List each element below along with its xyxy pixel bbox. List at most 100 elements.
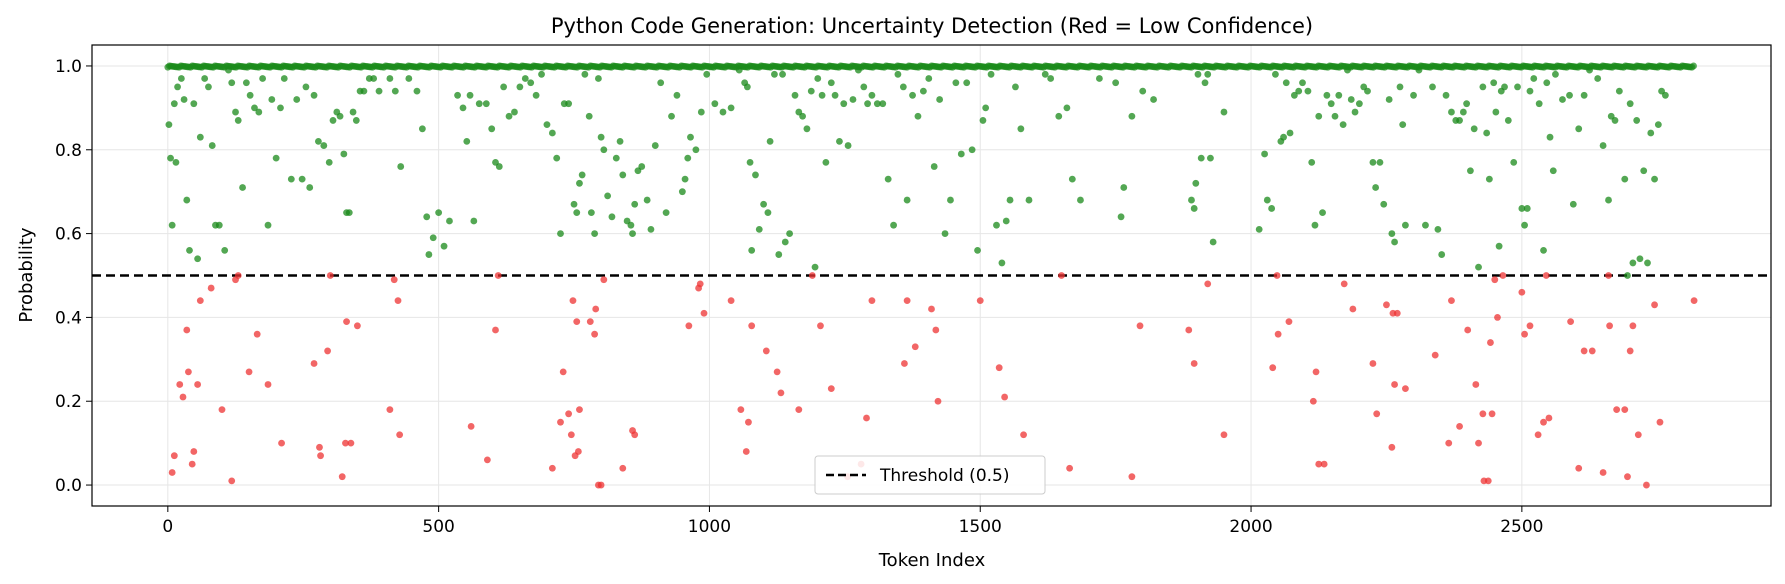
high-confidence-point [1402,221,1409,229]
high-confidence-point [684,154,692,162]
low-confidence-point [1494,314,1501,321]
low-confidence-point [586,318,594,325]
high-confidence-point [1335,91,1343,99]
low-confidence-point [1388,443,1396,451]
high-confidence-point [1351,108,1359,116]
low-confidence-point [742,448,750,455]
low-confidence-point [170,452,178,460]
high-confidence-point [1315,112,1323,120]
high-confidence-point [1504,117,1512,124]
high-confidence-point [814,75,822,82]
high-confidence-point [1068,175,1076,183]
high-confidence-point [1268,205,1276,212]
low-confidence-point [1606,322,1613,330]
high-confidence-point [822,158,830,166]
high-confidence-point [719,108,727,116]
high-confidence-point [298,175,306,183]
high-confidence-point [1012,83,1019,91]
high-confidence-point [268,96,276,103]
high-confidence-point [180,96,188,103]
low-confidence-point [278,439,285,447]
low-confidence-point [1690,297,1698,305]
low-confidence-point [1312,368,1320,376]
high-confidence-point [1380,200,1388,208]
high-confidence-point [264,221,272,229]
high-confidence-point [320,142,328,149]
low-confidence-point [316,443,323,451]
high-confidence-point [1376,158,1384,166]
high-confidence-point [1261,150,1268,158]
high-confidence-point [1514,83,1521,91]
legend: Threshold (0.5) [814,455,1046,495]
y-tick-label: 0.2 [55,392,82,412]
high-confidence-point [310,91,318,99]
low-confidence-point [827,385,835,393]
high-confidence-point [894,70,902,78]
high-confidence-point [232,108,239,116]
high-confidence-point [1629,259,1637,267]
high-confidence-point [1295,87,1303,95]
high-confidence-point [1209,238,1217,246]
high-confidence-point [1117,213,1125,221]
low-confidence-point [467,422,475,430]
high-confidence-point [170,100,178,108]
high-confidence-point [1510,158,1518,166]
high-confidence-point [1690,62,1697,70]
high-confidence-point [1272,70,1279,78]
high-confidence-point [595,75,602,82]
low-confidence-point [600,276,608,284]
high-confidence-point [423,213,431,221]
high-confidence-point [1347,96,1355,103]
x-axis: 0 500 1000 1500 2000 2500 [162,506,1543,537]
low-confidence-point [342,439,349,447]
high-confidence-point [909,91,916,99]
high-confidence-point [1006,196,1014,204]
high-confidence-point [619,171,627,179]
high-confidence-point [225,66,232,74]
low-confidence-point [234,272,242,279]
high-confidence-point [386,75,394,82]
low-confidence-point [745,418,752,426]
legend-box [814,455,1046,495]
high-confidence-point [779,70,786,78]
low-confidence-point [817,322,824,330]
high-confidence-point [681,175,689,183]
high-confidence-point [1624,272,1631,279]
high-confidence-point [405,75,413,82]
high-confidence-point [791,91,799,99]
high-confidence-point [627,221,635,229]
high-confidence-point [604,192,612,200]
high-confidence-point [1299,79,1306,87]
high-confidence-point [352,117,360,124]
high-confidence-point [1096,75,1103,82]
high-confidence-point [587,209,595,217]
high-confidence-point [884,175,892,183]
low-confidence-point [1545,414,1553,422]
high-confidence-point [1290,91,1298,99]
x-tick-label: 1500 [959,517,1002,537]
high-confidence-point [1470,125,1478,133]
low-confidence-point [1315,460,1323,468]
high-confidence-point [803,125,811,133]
high-confidence-point [370,75,378,82]
high-confidence-point [703,70,711,78]
y-tick-label: 0.4 [55,308,82,328]
low-confidence-point [185,368,192,376]
low-confidence-point [183,326,191,334]
high-confidence-point [963,79,971,87]
low-confidence-point [565,410,573,418]
x-tick-label: 500 [422,517,454,537]
low-confidence-point [1349,305,1357,313]
high-confidence-point [475,100,483,108]
high-confidence-point [1495,242,1503,250]
near-certain-band [164,62,1697,71]
low-confidence-point [592,305,600,313]
high-confidence-point [1580,91,1588,99]
high-confidence-point [860,83,868,91]
low-confidence-point [1274,330,1282,338]
high-confidence-point [979,117,987,124]
high-confidence-point [167,154,174,162]
high-confidence-point [375,87,383,95]
high-confidence-point [1521,221,1528,229]
